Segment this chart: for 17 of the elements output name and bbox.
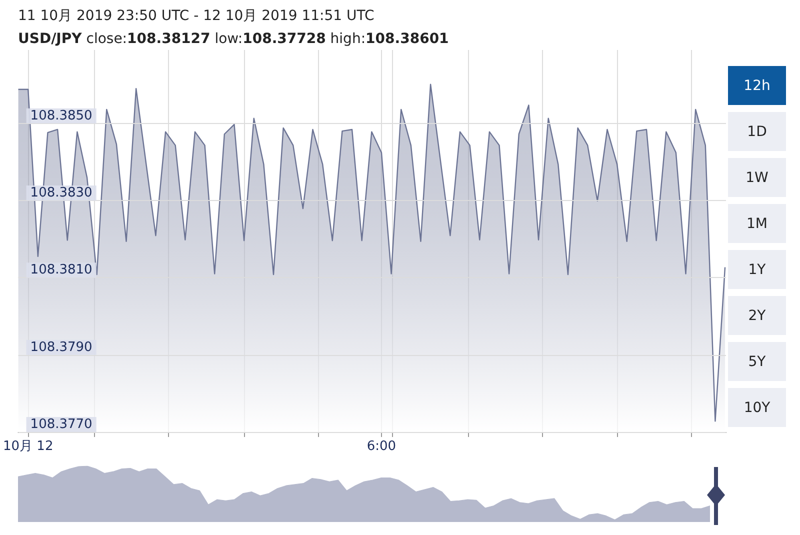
- y-tick-label: 108.3830: [30, 185, 92, 200]
- y-tick-label: 108.3810: [30, 262, 92, 278]
- text: 10Y: [728, 388, 786, 427]
- text: 1M: [728, 204, 786, 243]
- text: 5Y: [728, 342, 786, 381]
- text: 1Y: [728, 250, 786, 289]
- y-tick-label: 108.3790: [30, 340, 92, 355]
- x-tick-label: 10月 12: [3, 439, 54, 454]
- y-tick-label: 108.3770: [30, 417, 92, 432]
- x-tick-label: 6:00: [366, 439, 396, 454]
- chart-subtitle: USD/JPY close:108.38127 low:108.37728 high:108.38601: [18, 30, 450, 49]
- chart-title: 11 10月 2019 23:50 UTC - 12 10月 2019 11:51 UTC: [18, 8, 374, 24]
- text: 2Y: [728, 296, 786, 335]
- y-tick-label: 108.3850: [30, 108, 92, 124]
- text: 12h: [728, 66, 786, 105]
- text: 1D: [728, 112, 786, 151]
- text: 1W: [728, 158, 786, 197]
